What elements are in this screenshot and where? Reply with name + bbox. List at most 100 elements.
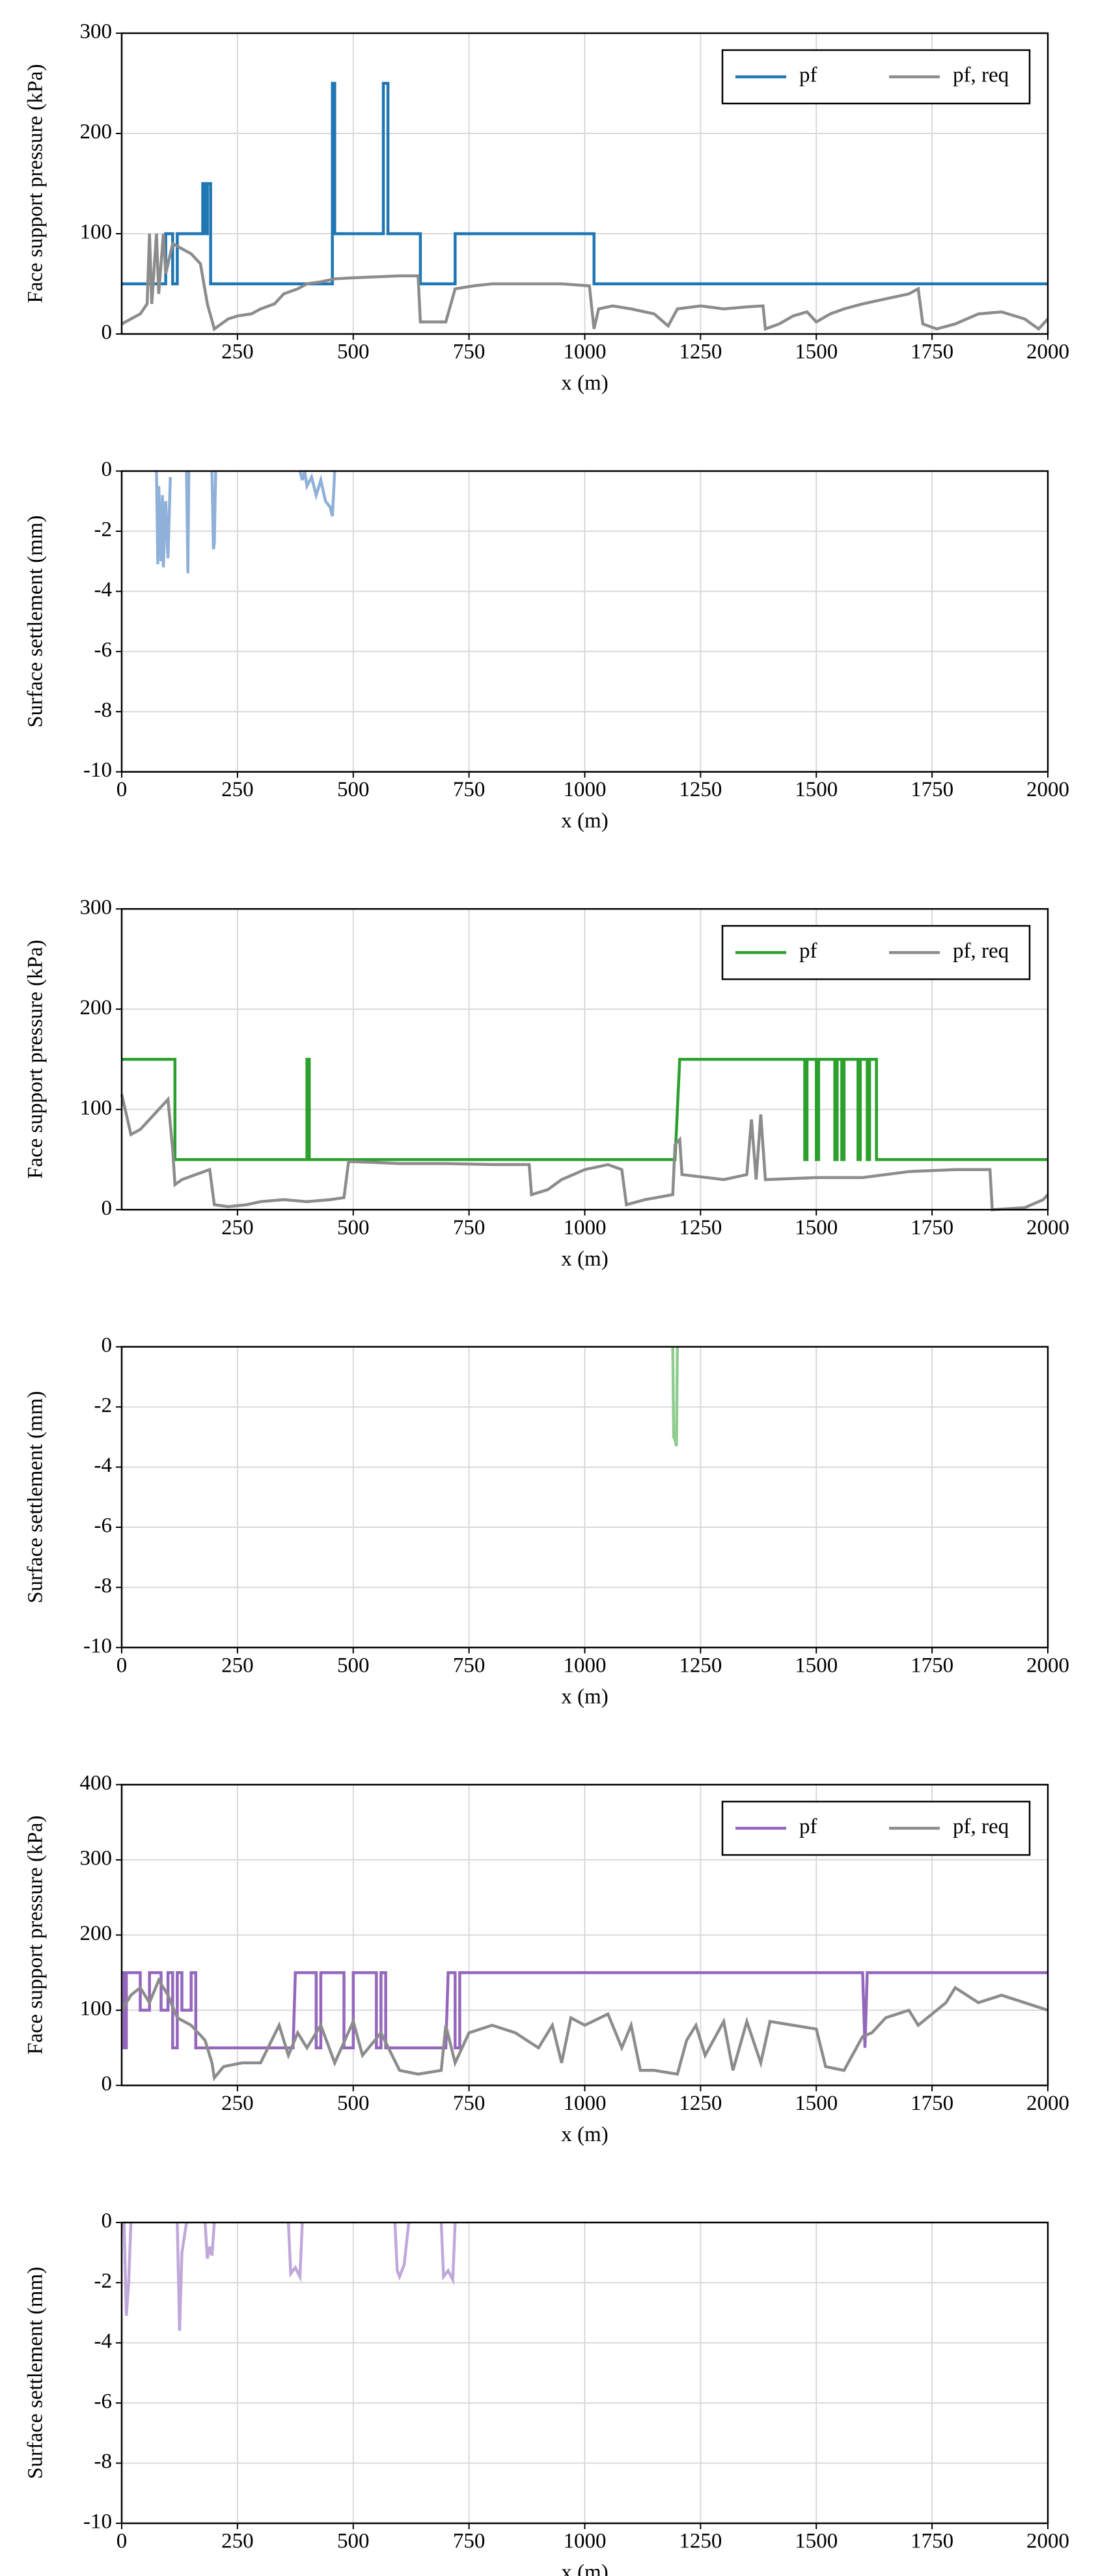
x-axis-label: x (m) <box>561 2123 608 2146</box>
y-tick-label: 200 <box>80 120 113 144</box>
x-tick-label: 0 <box>116 2530 128 2553</box>
legend-label: pf <box>799 64 817 87</box>
x-axis-label: x (m) <box>561 372 608 395</box>
x-tick-label: 250 <box>221 340 254 364</box>
subplot: 0 250 500 750 1000 1250 1500 1750 2000 -10 -8 -6 -4 -… <box>24 458 1069 833</box>
series-line <box>155 471 336 574</box>
y-tick-label: 0 <box>102 458 113 481</box>
x-tick-label: 1750 <box>911 340 953 364</box>
legend-label: pf, req <box>953 64 1009 87</box>
x-tick-label: 1750 <box>911 1654 953 1677</box>
x-tick-label: 1750 <box>911 778 953 801</box>
plot-frame <box>120 32 1049 335</box>
y-tick-label: 400 <box>80 1771 113 1795</box>
y-axis-label: Surface settlement (mm) <box>24 515 48 727</box>
x-tick-label: 1000 <box>564 2092 607 2115</box>
x-tick-label: 2000 <box>1026 2530 1069 2553</box>
x-tick-label: 500 <box>337 1216 370 1240</box>
y-tick-label: -2 <box>94 518 113 542</box>
series-line <box>671 1346 679 1447</box>
x-tick-label: 750 <box>453 778 486 801</box>
series-line <box>120 1976 1048 2082</box>
legend-label: pf <box>799 1815 817 1838</box>
x-tick-label: 500 <box>337 778 370 801</box>
x-tick-label: 1000 <box>564 1216 607 1240</box>
y-tick-label: -4 <box>94 2329 113 2353</box>
plot-frame <box>120 470 1049 773</box>
series-line <box>120 1094 1049 1212</box>
subplot: 250 500 750 1000 1250 1500 1750 2000 0 100 200 300 x… <box>24 20 1069 395</box>
series-line <box>120 233 1049 332</box>
x-tick-label: 500 <box>337 2530 370 2553</box>
y-tick-label: -6 <box>94 2390 113 2413</box>
y-tick-label: -4 <box>94 578 113 602</box>
subplot: 250 500 750 1000 1250 1500 1750 2000 0 100 200 300 4… <box>24 1771 1069 2146</box>
x-tick-label: 1500 <box>795 1216 838 1240</box>
x-tick-label: 1750 <box>911 2092 953 2115</box>
x-axis-label: x (m) <box>561 809 608 833</box>
y-tick-label: 100 <box>80 221 113 244</box>
y-tick-label: 0 <box>102 1333 113 1357</box>
y-axis-label: Face support pressure (kPa) <box>24 1816 48 2055</box>
y-tick-label: 100 <box>80 1997 113 2020</box>
plot-frame <box>120 1346 1049 1649</box>
y-tick-label: -10 <box>83 2510 112 2534</box>
y-axis-label: Surface settlement (mm) <box>24 1391 48 1603</box>
y-axis-label: Surface settlement (mm) <box>24 2267 48 2479</box>
plot-frame <box>120 2221 1049 2525</box>
y-tick-label: -6 <box>94 638 113 661</box>
x-tick-label: 2000 <box>1026 2092 1069 2115</box>
x-axis-label: x (m) <box>561 1685 608 1708</box>
y-tick-label: 0 <box>102 2209 113 2233</box>
y-tick-label: 0 <box>102 321 113 344</box>
y-tick-label: -8 <box>94 2450 113 2473</box>
series-line <box>122 1971 1048 2049</box>
y-tick-label: -8 <box>94 1574 113 1598</box>
legend-box <box>721 49 1031 105</box>
y-tick-label: -2 <box>94 2269 113 2293</box>
y-tick-label: 100 <box>80 1096 113 1120</box>
x-tick-label: 1000 <box>564 340 607 364</box>
legend-label: pf, req <box>953 1815 1009 1838</box>
y-tick-label: 0 <box>102 2072 113 2096</box>
y-tick-label: 0 <box>102 1197 113 1220</box>
x-tick-label: 1250 <box>679 340 722 364</box>
x-tick-label: 2000 <box>1026 778 1069 801</box>
x-tick-label: 750 <box>453 340 486 364</box>
y-tick-label: -8 <box>94 699 113 722</box>
x-tick-label: 2000 <box>1026 1216 1069 1240</box>
x-tick-label: 1250 <box>679 1216 722 1240</box>
x-tick-label: 0 <box>116 1654 128 1677</box>
y-axis-label: Face support pressure (kPa) <box>24 939 48 1178</box>
y-axis-label: Face support pressure (kPa) <box>24 64 48 303</box>
x-tick-label: 1250 <box>679 1654 722 1677</box>
x-tick-label: 1250 <box>679 2530 722 2553</box>
x-tick-label: 1500 <box>795 1654 838 1677</box>
x-tick-label: 750 <box>453 1216 486 1240</box>
y-tick-label: 300 <box>80 20 113 44</box>
x-axis-label: x (m) <box>561 1247 608 1271</box>
x-tick-label: 250 <box>221 2530 254 2553</box>
x-tick-label: 2000 <box>1026 340 1069 364</box>
x-axis-label: x (m) <box>561 2561 608 2576</box>
x-tick-label: 750 <box>453 2530 486 2553</box>
subplot: 0 250 500 750 1000 1250 1500 1750 2000 -10 -8 -6 -4 -… <box>24 2209 1069 2576</box>
y-tick-label: 200 <box>80 996 113 1019</box>
series-line <box>122 81 1048 286</box>
x-tick-label: 250 <box>221 2092 254 2115</box>
x-tick-label: 1500 <box>795 2092 838 2115</box>
x-tick-label: 500 <box>337 2092 370 2115</box>
x-tick-label: 750 <box>453 1654 486 1677</box>
x-tick-label: 1000 <box>564 2530 607 2553</box>
series-line <box>122 2222 457 2331</box>
x-tick-label: 2000 <box>1026 1654 1069 1677</box>
y-tick-label: 200 <box>80 1922 113 1945</box>
x-tick-label: 750 <box>453 2092 486 2115</box>
x-tick-label: 1500 <box>795 340 838 364</box>
legend-label: pf <box>799 939 817 963</box>
plot-frame <box>120 907 1049 1211</box>
x-tick-label: 1000 <box>564 778 607 801</box>
x-tick-label: 500 <box>337 340 370 364</box>
